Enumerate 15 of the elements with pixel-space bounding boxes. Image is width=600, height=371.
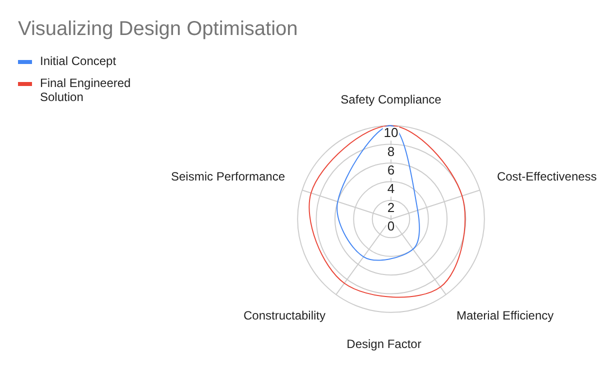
spoke-label: Safety Compliance — [340, 92, 442, 107]
legend-label: Final Engineered Solution — [40, 76, 132, 104]
y-tick-label: 8 — [387, 144, 395, 159]
y-tick-label: 2 — [387, 200, 395, 215]
text: Design Factor — [346, 337, 422, 351]
chart-title: Visualizing Design Optimisation — [18, 18, 298, 41]
y-tick-label: 0 — [387, 218, 395, 234]
spoke-label: Cost-Effectiveness — [496, 170, 597, 184]
y-tick-label: 10 — [384, 125, 398, 140]
y-tick-label: 4 — [387, 181, 395, 196]
spoke-label: Constructability — [243, 308, 326, 323]
legend-label: Initial Concept — [40, 54, 116, 68]
y-tick-label: 6 — [387, 162, 395, 178]
spoke-label: Seismic Performance — [170, 170, 286, 184]
spoke-label: Material Efficiency — [456, 308, 554, 323]
